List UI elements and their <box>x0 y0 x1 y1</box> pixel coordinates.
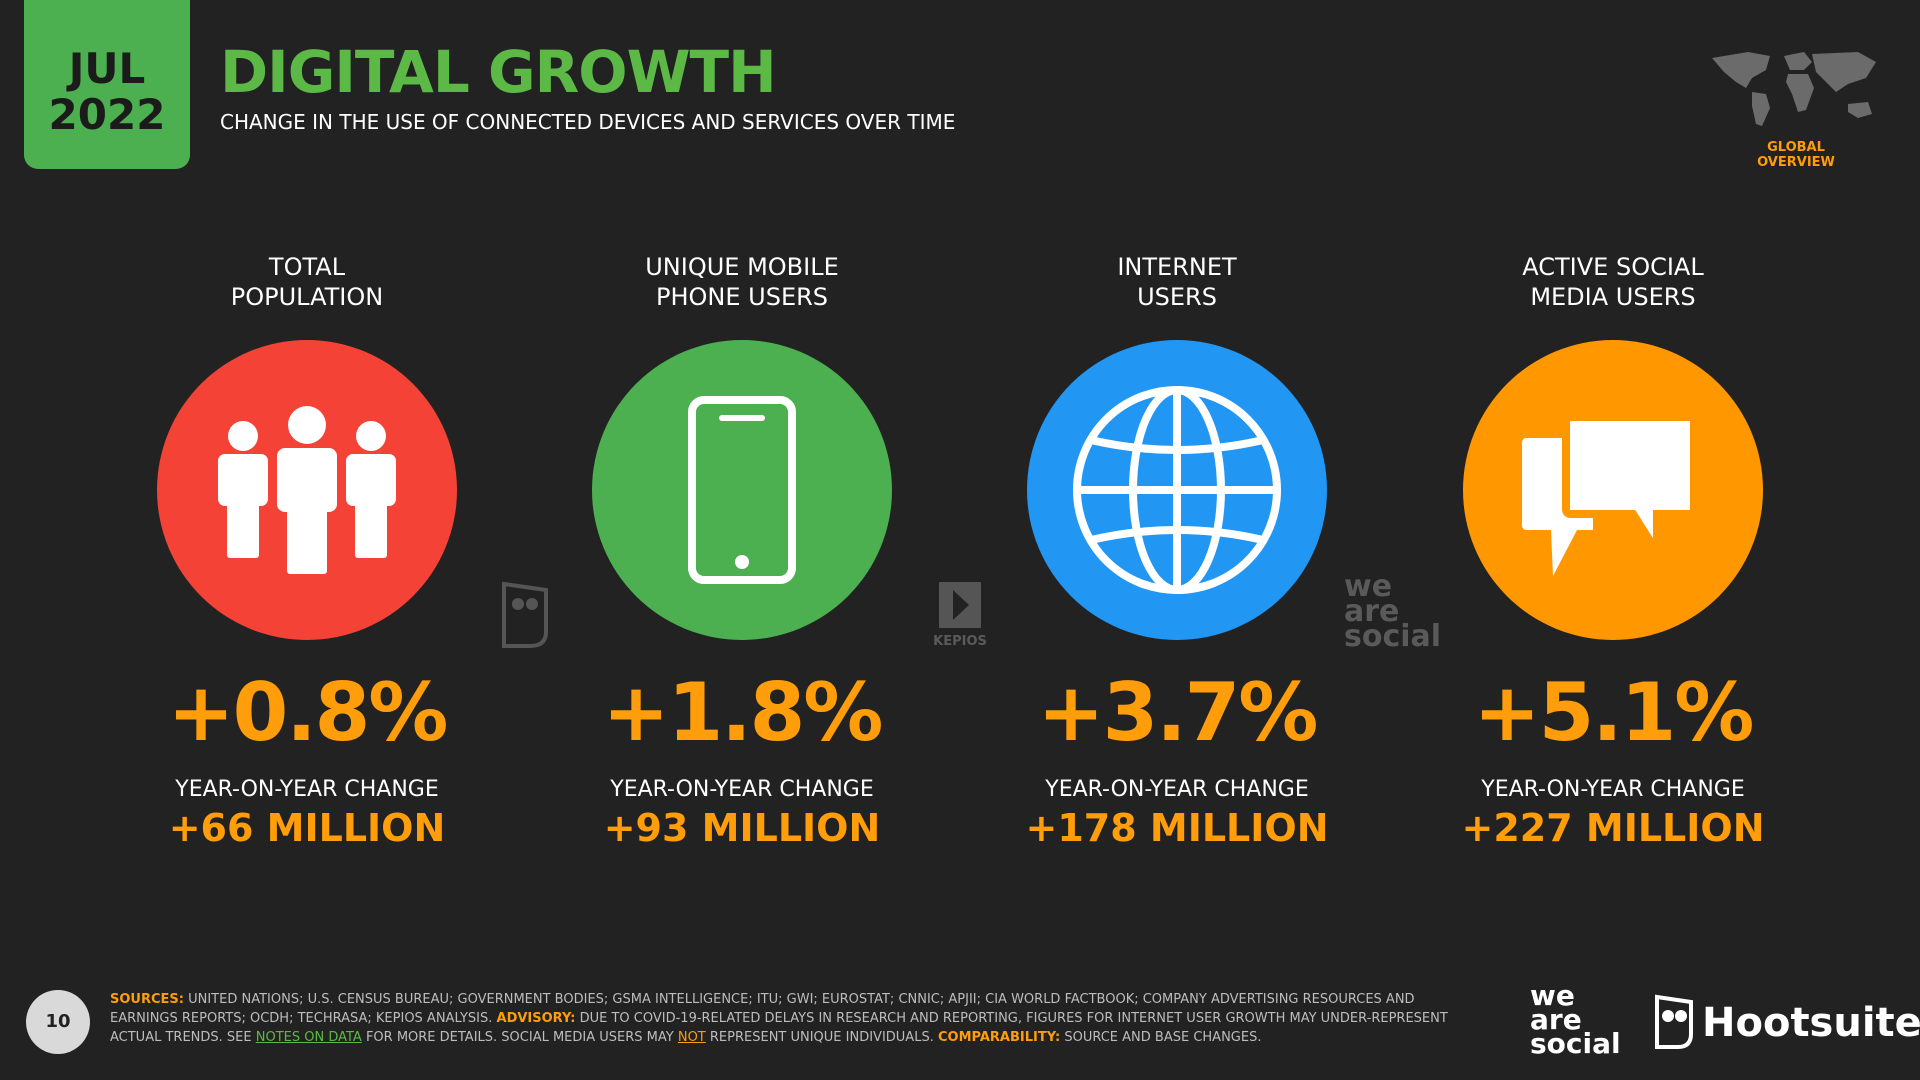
note-text: REPRESENT UNIQUE INDIVIDUALS. <box>709 1030 934 1045</box>
absolute-change: +93 MILLION <box>603 806 881 850</box>
percent-change: +0.8% <box>167 666 449 759</box>
globe-icon <box>1027 340 1327 640</box>
label-line: POPULATION <box>230 283 384 311</box>
label-line: UNIQUE MOBILE <box>645 253 839 281</box>
note-label: SOURCES: <box>110 992 184 1007</box>
month: JUL <box>68 44 146 93</box>
note-text: UNITED NATIONS; U.S. CENSUS BUREAU; GOVE… <box>110 992 1415 1026</box>
absolute-change: +178 MILLION <box>1025 806 1329 850</box>
stat-card: ACTIVE SOCIAL MEDIA USERS +5.1% YEAR-ON-Y… <box>1403 252 1823 850</box>
logo-line: social <box>1530 1027 1621 1060</box>
wearesocial-logo: we are social <box>1530 979 1621 1060</box>
note-text: SOURCE AND BASE CHANGES. <box>1064 1030 1262 1045</box>
logo-line: we <box>1530 979 1575 1012</box>
year: 2022 <box>48 90 166 139</box>
hootsuite-logo: Hootsuite <box>1702 1000 1920 1046</box>
logo-line: are <box>1344 594 1400 629</box>
kepios-mark <box>939 582 981 628</box>
card-label: TOTAL POPULATION <box>97 252 517 316</box>
page-number: 10 <box>26 990 90 1054</box>
kepios-text: KEPIOS <box>933 634 987 649</box>
percent-change: +5.1% <box>1473 666 1755 759</box>
badge: GLOBAL OVERVIEW <box>1757 140 1835 170</box>
title: DIGITAL GROWTH <box>220 38 777 106</box>
note-emphasis: NOT <box>677 1030 706 1045</box>
logo-line: we <box>1344 569 1393 604</box>
wearesocial-watermark: we are social <box>1344 569 1442 654</box>
stat-card: UNIQUE MOBILE PHONE USERS +1.8% YEAR-ON-Y… <box>532 252 952 850</box>
label-line: PHONE USERS <box>655 283 829 311</box>
change-label: YEAR-ON-YEAR CHANGE <box>175 777 439 802</box>
logo-line: social <box>1344 619 1442 654</box>
hootsuite-watermark <box>502 581 548 648</box>
card-label: ACTIVE SOCIAL MEDIA USERS <box>1403 252 1823 316</box>
card-label: UNIQUE MOBILE PHONE USERS <box>532 252 952 316</box>
population-icon <box>157 340 457 640</box>
chat-icon <box>1463 340 1763 640</box>
footnotes: SOURCES: UNITED NATIONS; U.S. CENSUS BUR… <box>110 990 1470 1047</box>
stat-card: TOTAL POPULATION +0.8% YEAR-ON-YEAR CHANG… <box>97 252 517 850</box>
change-label: YEAR-ON-YEAR CHANGE <box>1045 777 1309 802</box>
percent-change: +1.8% <box>602 666 884 759</box>
hootsuite-owl <box>1655 994 1693 1049</box>
note-text: DUE TO COVID-19-RELATED DELAYS IN RESEAR… <box>110 1011 1448 1045</box>
percent-change: +3.7% <box>1037 666 1319 759</box>
label-line: TOTAL <box>268 253 346 281</box>
absolute-change: +227 MILLION <box>1461 806 1765 850</box>
label-line: MEDIA USERS <box>1530 283 1696 311</box>
kepios-watermark: KEPIOS <box>930 580 990 649</box>
label-line: ACTIVE SOCIAL <box>1522 253 1704 281</box>
note-label: ADVISORY: <box>496 1011 576 1026</box>
phone-icon <box>592 340 892 640</box>
change-label: YEAR-ON-YEAR CHANGE <box>1481 777 1745 802</box>
card-label: INTERNET USERS <box>967 252 1387 316</box>
notes-link[interactable]: NOTES ON DATA <box>255 1030 362 1045</box>
note-text: FOR MORE DETAILS. SOCIAL MEDIA USERS MAY <box>365 1030 674 1045</box>
label-line: USERS <box>1137 283 1217 311</box>
absolute-change: +66 MILLION <box>168 806 446 850</box>
stat-card: INTERNET USERS +3.7% YEAR-ON-YEAR CHANGE … <box>967 252 1387 850</box>
note-label: COMPARABILITY: <box>937 1030 1061 1045</box>
world-map <box>1712 52 1876 126</box>
logo-line: are <box>1530 1003 1582 1036</box>
subtitle: CHANGE IN THE USE OF CONNECTED DEVICES A… <box>220 110 956 134</box>
date-tab: JUL 2022 <box>24 0 190 169</box>
change-label: YEAR-ON-YEAR CHANGE <box>610 777 874 802</box>
label-line: INTERNET <box>1117 253 1237 281</box>
